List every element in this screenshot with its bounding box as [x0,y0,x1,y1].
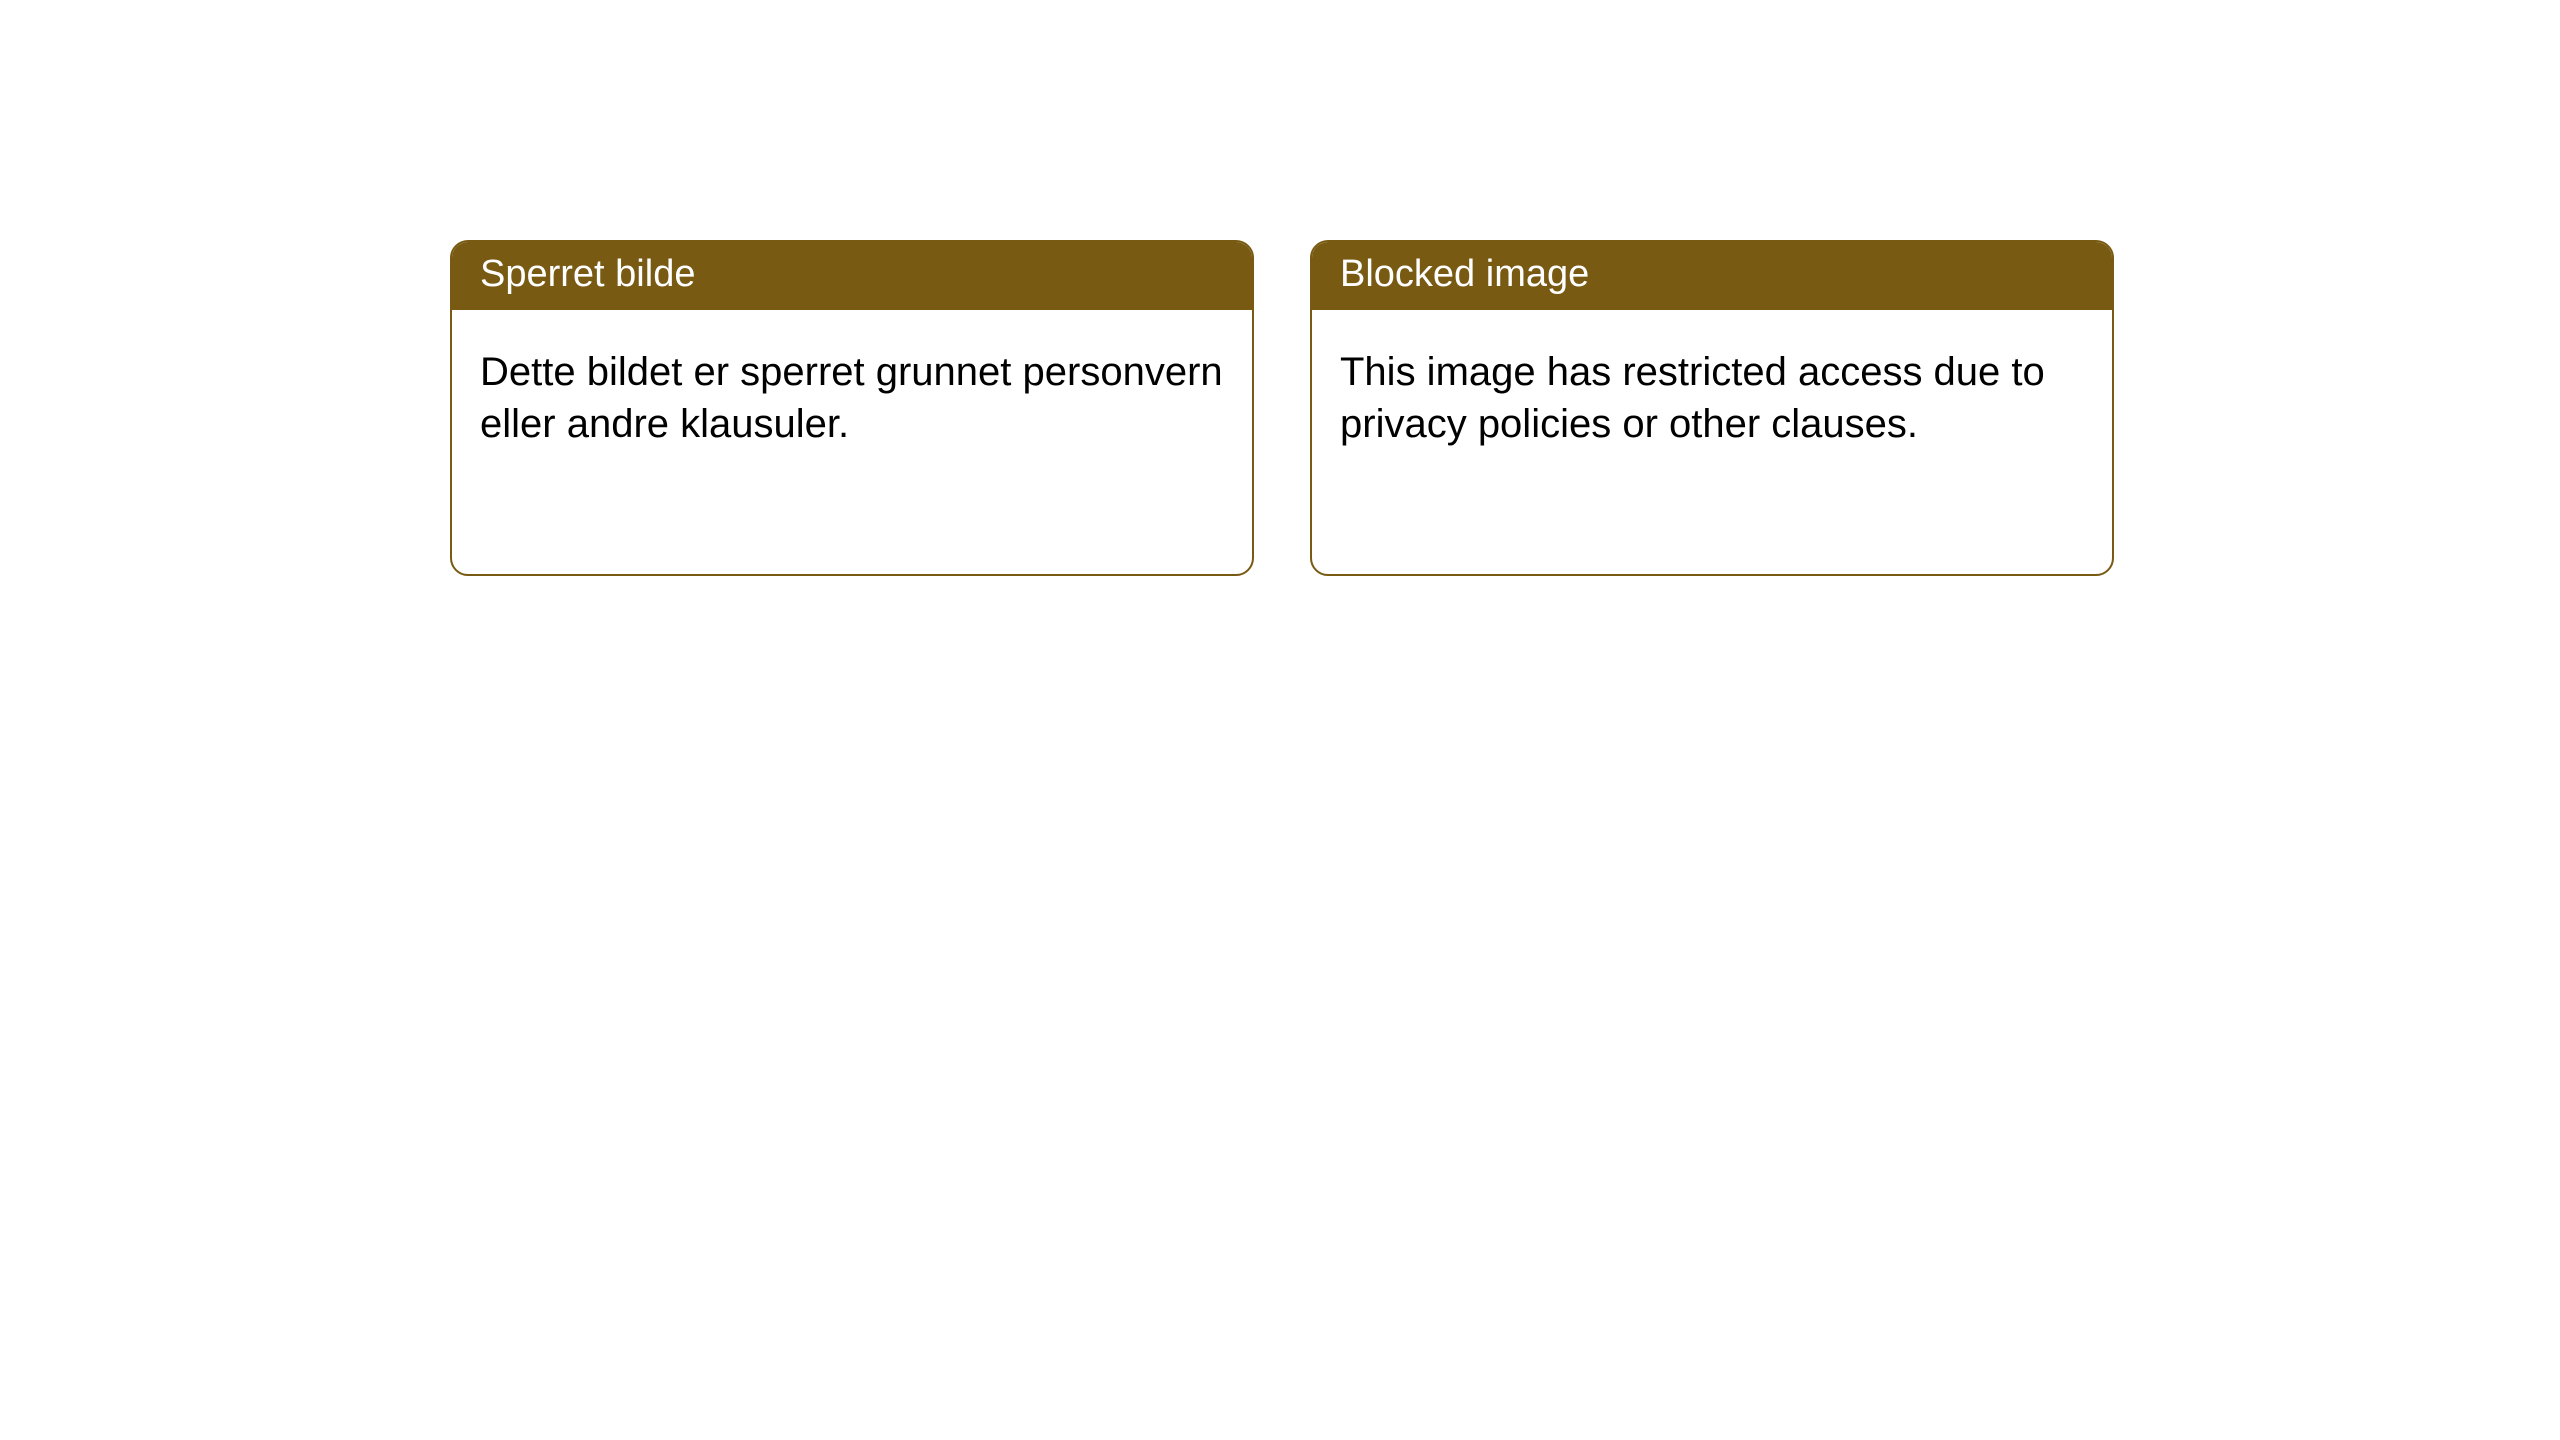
notice-card-norwegian: Sperret bilde Dette bildet er sperret gr… [450,240,1254,576]
card-header: Blocked image [1312,242,2112,310]
notice-card-english: Blocked image This image has restricted … [1310,240,2114,576]
card-title: Blocked image [1340,253,1589,295]
card-body: This image has restricted access due to … [1312,310,2112,488]
notice-cards-container: Sperret bilde Dette bildet er sperret gr… [450,240,2114,576]
card-message: Dette bildet er sperret grunnet personve… [480,350,1223,447]
card-message: This image has restricted access due to … [1340,350,2045,447]
card-header: Sperret bilde [452,242,1252,310]
card-title: Sperret bilde [480,253,695,295]
card-body: Dette bildet er sperret grunnet personve… [452,310,1252,488]
